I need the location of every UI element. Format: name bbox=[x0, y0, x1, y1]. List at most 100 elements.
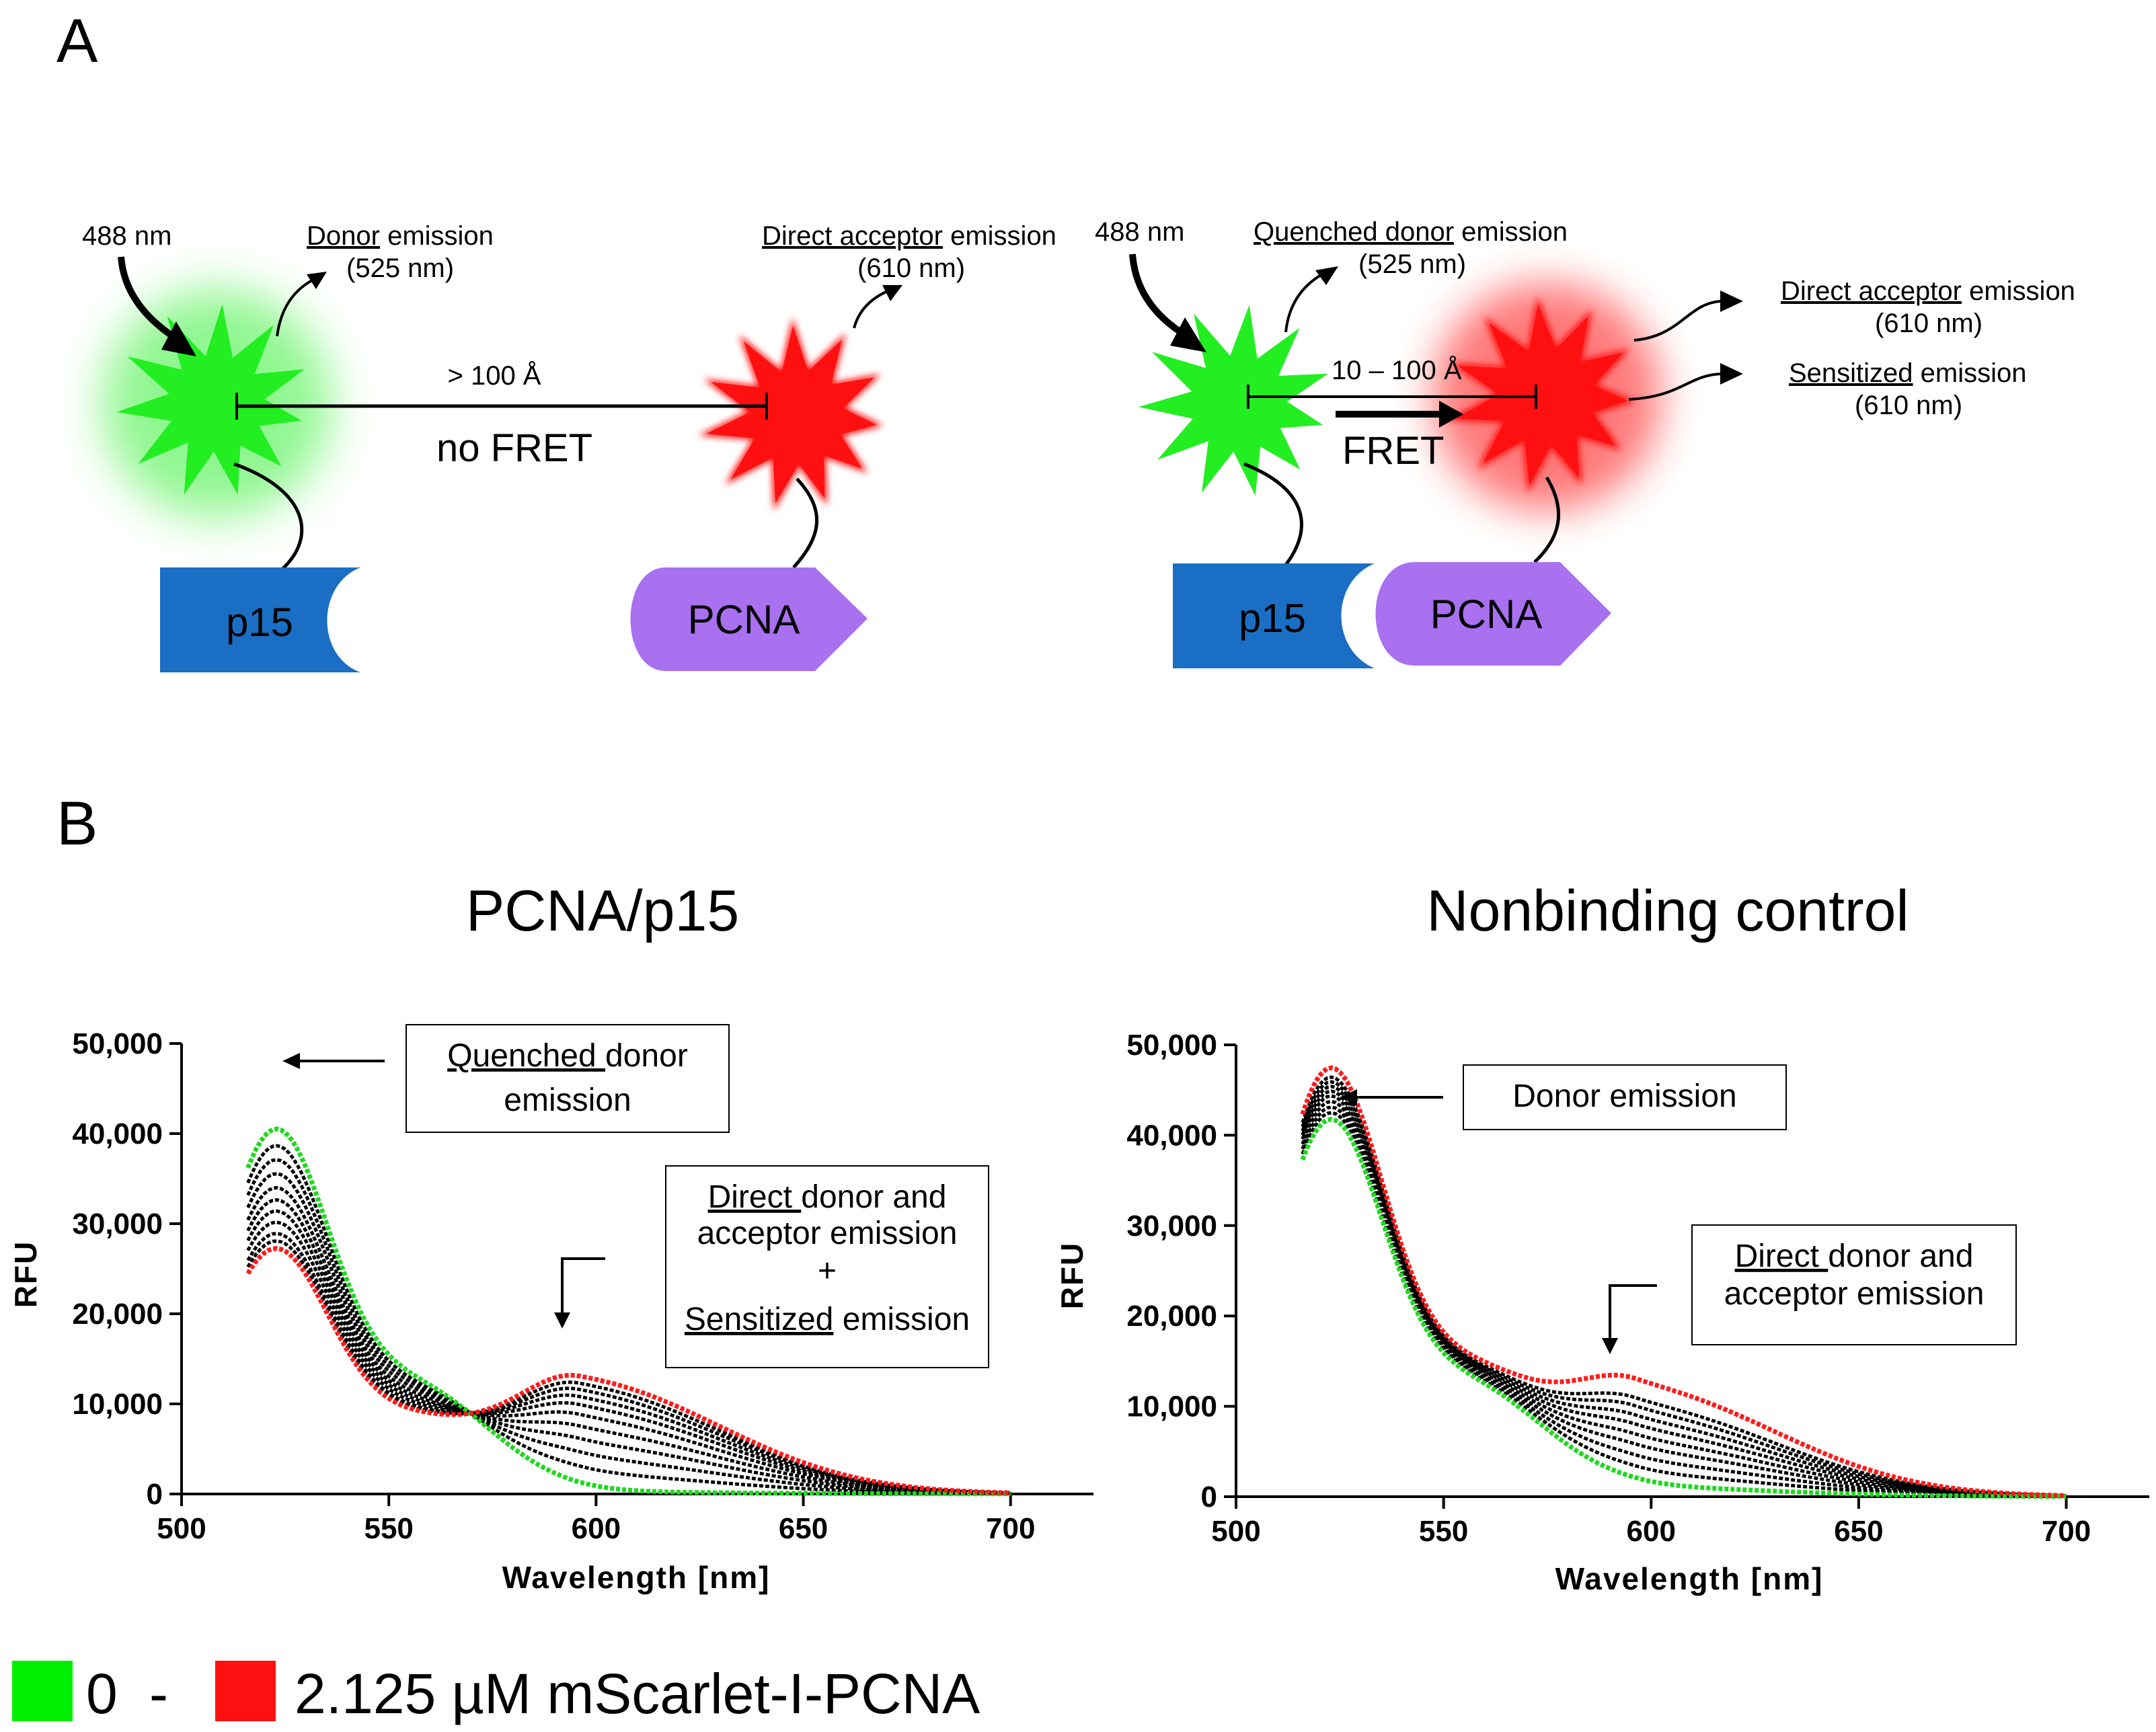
annotation-arrow-head bbox=[1602, 1338, 1618, 1354]
acceptor-emission-wavelength: (610 nm) bbox=[857, 253, 965, 283]
donor-linker bbox=[233, 462, 304, 570]
donor-emission-arrow-head bbox=[307, 272, 327, 289]
donor-emission-label: Donor emission bbox=[307, 221, 494, 251]
legend: 0 - 2.125 µM mScarlet-I-PCNA bbox=[12, 1661, 980, 1725]
annotation-box bbox=[1463, 1064, 1787, 1130]
series-step-3 bbox=[246, 1172, 1011, 1495]
distance-label: 10 – 100 Å bbox=[1332, 355, 1462, 385]
acceptor-emission-arrow-head bbox=[1720, 290, 1743, 312]
x-tick-label: 600 bbox=[1627, 1515, 1676, 1548]
p15-label: p15 bbox=[1239, 596, 1306, 641]
chart-title: PCNA/p15 bbox=[466, 879, 739, 943]
fret-arrow-head bbox=[1439, 401, 1463, 428]
y-tick-label: 20,000 bbox=[72, 1298, 163, 1331]
acceptor-emission-wavelength: (610 nm) bbox=[1875, 309, 1982, 338]
chart-series bbox=[1300, 1065, 2067, 1499]
series-step-4 bbox=[246, 1186, 1011, 1495]
x-tick-label: 500 bbox=[1211, 1515, 1260, 1548]
fret-label: no FRET bbox=[436, 426, 592, 470]
fret-label: FRET bbox=[1342, 429, 1444, 473]
annotation-arrow-head bbox=[282, 1053, 300, 1069]
y-tick-label: 50,000 bbox=[1126, 1029, 1217, 1062]
sensitized-emission-arrow bbox=[1628, 372, 1722, 401]
legend-high-label: 2.125 µM mScarlet-I-PCNA bbox=[295, 1662, 980, 1725]
sensitized-emission-label: Sensitized emission bbox=[1789, 358, 2027, 388]
annotation-text: Donor emission bbox=[1512, 1078, 1736, 1114]
acceptor-emission-arrow-head bbox=[882, 285, 902, 301]
y-tick-label: 30,000 bbox=[72, 1208, 163, 1241]
annotation-arrow bbox=[561, 1257, 605, 1318]
panel-label-b: B bbox=[56, 789, 98, 858]
donor-emission-arrow bbox=[276, 278, 314, 337]
chart-nonbinding-control: Nonbinding control 0 10,000 20,000 30,000 40… bbox=[1054, 879, 2149, 1596]
legend-swatch-high bbox=[215, 1661, 276, 1721]
y-axis-label: RFU bbox=[8, 1241, 43, 1308]
x-axis-label: Wavelength [nm] bbox=[502, 1560, 771, 1595]
acceptor-emission-label: Direct acceptor emission bbox=[1781, 276, 2075, 306]
donor-emission-wavelength: (525 nm) bbox=[1358, 249, 1466, 279]
series-2-125-m bbox=[1300, 1065, 2067, 1498]
excitation-arrow-head bbox=[161, 321, 196, 356]
legend-swatch-low bbox=[12, 1661, 73, 1721]
donor-linker bbox=[1243, 462, 1303, 566]
series-0-m bbox=[1300, 1117, 2067, 1499]
y-tick-label: 30,000 bbox=[1126, 1210, 1217, 1243]
y-tick-label: 20,000 bbox=[1126, 1300, 1217, 1333]
x-tick-label: 650 bbox=[1834, 1515, 1883, 1548]
x-tick-label: 600 bbox=[572, 1512, 621, 1545]
y-tick-label: 0 bbox=[147, 1478, 163, 1511]
annotation-text: acceptor emission bbox=[697, 1216, 958, 1251]
donor-fluorophore bbox=[1138, 305, 1328, 496]
acceptor-emission-label: Direct acceptor emission bbox=[762, 221, 1056, 251]
pcna-label: PCNA bbox=[1430, 592, 1543, 637]
chart-pcna-p15: PCNA/p15 0 10,000 20,000 30,000 40,000 50,000… bbox=[8, 879, 1093, 1595]
x-tick-label: 700 bbox=[986, 1512, 1035, 1545]
y-axis-label: RFU bbox=[1054, 1242, 1089, 1310]
pcna-protein bbox=[630, 567, 868, 671]
acceptor-fluorophore-core bbox=[706, 325, 877, 504]
p15-protein bbox=[1173, 563, 1375, 668]
y-tick-label: 50,000 bbox=[72, 1027, 163, 1060]
annotation-text: acceptor emission bbox=[1724, 1276, 1985, 1312]
donor-emission-wavelength: (525 nm) bbox=[346, 253, 454, 283]
annotation-arrow bbox=[1609, 1284, 1657, 1343]
sensitized-emission-arrow-head bbox=[1720, 363, 1743, 385]
donor-emission-arrow bbox=[1284, 273, 1323, 333]
annotation-box bbox=[665, 1165, 989, 1368]
annotation-box bbox=[406, 1024, 730, 1133]
chart-title: Nonbinding control bbox=[1426, 879, 1909, 943]
acceptor-linker bbox=[792, 477, 819, 569]
x-tick-label: 650 bbox=[779, 1512, 828, 1545]
y-tick-label: 0 bbox=[1201, 1481, 1217, 1513]
acceptor-linker bbox=[1533, 476, 1561, 563]
annotation-box bbox=[1691, 1224, 2017, 1345]
annotation-text: Sensitized emission bbox=[685, 1302, 970, 1337]
series-step-8 bbox=[246, 1232, 1011, 1495]
donor-emission-label: Quenched donor emission bbox=[1254, 217, 1568, 247]
series-step-2 bbox=[246, 1158, 1011, 1495]
x-tick-label: 550 bbox=[364, 1512, 413, 1545]
pcna-label: PCNA bbox=[688, 597, 800, 642]
x-tick-label: 550 bbox=[1419, 1515, 1468, 1548]
chart-series bbox=[245, 1126, 1011, 1497]
donor-fluorophore bbox=[116, 304, 305, 495]
distance-label: > 100 Å bbox=[447, 360, 541, 391]
series-2-125-m bbox=[245, 1246, 1011, 1495]
series-step-9 bbox=[246, 1239, 1011, 1495]
legend-dash: - bbox=[149, 1662, 168, 1725]
excitation-label: 488 nm bbox=[82, 221, 171, 251]
p15-protein bbox=[160, 567, 360, 672]
diagram-fret: 10 – 100 Å FRET 488 nm Quenched donor em… bbox=[1095, 217, 2075, 668]
annotation-text: emission bbox=[504, 1082, 631, 1118]
p15-label: p15 bbox=[226, 600, 293, 645]
diagram-no-fret: > 100 Å no FRET 488 nm Donor emission (5… bbox=[82, 221, 1056, 672]
series-0-m bbox=[245, 1126, 1011, 1497]
x-tick-label: 700 bbox=[2042, 1515, 2091, 1548]
annotation-text: Quenched donor bbox=[447, 1038, 688, 1074]
excitation-label: 488 nm bbox=[1095, 217, 1184, 247]
panel-label-a: A bbox=[56, 7, 98, 75]
annotation-text: Direct donor and bbox=[708, 1179, 947, 1215]
x-tick-label: 500 bbox=[157, 1512, 206, 1545]
acceptor-fluorophore-core bbox=[1455, 305, 1628, 485]
